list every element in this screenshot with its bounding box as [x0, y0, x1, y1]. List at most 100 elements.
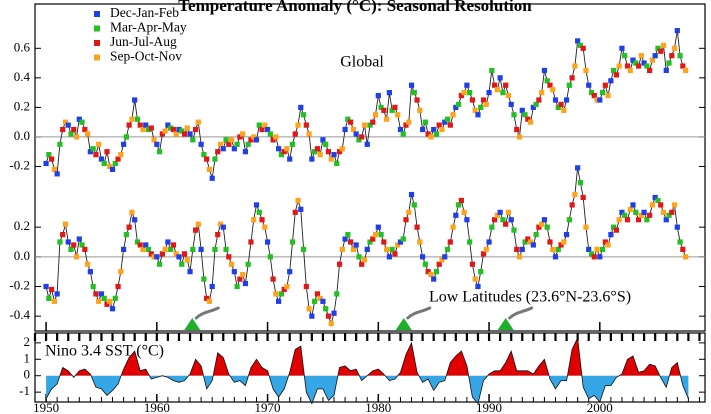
data-point [176, 254, 182, 260]
data-point [270, 137, 276, 143]
data-point [364, 246, 370, 253]
data-point [71, 242, 77, 248]
data-point [486, 239, 492, 245]
data-point [533, 231, 539, 238]
legend-swatch [94, 40, 100, 46]
data-point [431, 276, 437, 282]
data-point [397, 126, 404, 133]
data-point [608, 231, 614, 238]
data-point [325, 313, 332, 319]
data-point [514, 126, 520, 133]
data-point [109, 166, 116, 173]
data-point [671, 45, 678, 51]
data-point [264, 239, 271, 245]
data-point [79, 242, 85, 248]
data-point [278, 152, 285, 158]
data-point [129, 209, 135, 215]
data-point [234, 283, 240, 290]
data-point [49, 156, 55, 162]
data-point [597, 254, 603, 260]
data-point [431, 126, 437, 133]
data-point [126, 224, 132, 230]
data-point [90, 146, 96, 152]
data-point [494, 212, 500, 218]
data-point [547, 82, 553, 88]
data-point [62, 221, 69, 227]
data-point [500, 90, 506, 96]
data-point [60, 126, 66, 133]
data-point [287, 269, 293, 275]
data-point [616, 217, 622, 223]
data-point [555, 246, 561, 253]
data-point [658, 48, 664, 54]
data-point [638, 212, 644, 218]
event-marker [497, 318, 514, 330]
data-point [395, 112, 401, 118]
data-point [552, 97, 559, 103]
data-point [314, 146, 320, 152]
data-point [159, 131, 165, 137]
data-point [577, 42, 584, 48]
data-point [253, 137, 260, 143]
data-point [120, 141, 127, 147]
data-point [198, 246, 204, 253]
data-point [54, 291, 60, 297]
data-point [478, 104, 484, 110]
data-point [204, 295, 210, 301]
plume [406, 306, 432, 320]
data-point [613, 72, 620, 78]
data-point [215, 231, 221, 238]
data-point [619, 209, 625, 215]
data-point [514, 246, 520, 253]
data-point [677, 53, 683, 59]
data-point [256, 209, 262, 215]
data-point [480, 97, 487, 103]
data-point [408, 82, 415, 88]
data-point [112, 295, 118, 301]
data-point [558, 242, 564, 248]
data-point [655, 45, 661, 51]
data-point [184, 125, 190, 131]
data-point [561, 239, 567, 245]
data-point [334, 160, 340, 167]
legend-swatch [94, 25, 100, 32]
data-point [262, 224, 268, 230]
x-tick-label: 1980 [365, 400, 391, 414]
data-point [251, 134, 257, 140]
data-point [558, 101, 564, 108]
data-point [602, 239, 608, 245]
data-point [356, 137, 362, 143]
data-point [550, 87, 556, 93]
data-point [314, 291, 320, 297]
data-point [372, 112, 379, 118]
data-point [647, 212, 653, 218]
data-point [162, 246, 168, 253]
data-point [436, 122, 442, 128]
data-point [312, 298, 318, 304]
data-point [444, 116, 451, 122]
data-point [240, 272, 246, 278]
y-tick-label: 0.0 [14, 248, 30, 263]
data-point [49, 286, 55, 293]
data-point [652, 53, 658, 59]
data-point [331, 310, 337, 316]
data-point [287, 156, 293, 162]
data-point [375, 224, 381, 230]
data-point [575, 165, 581, 171]
data-point [414, 97, 420, 103]
data-point [420, 254, 426, 260]
data-point [118, 269, 124, 275]
data-point [536, 224, 542, 230]
data-point [156, 261, 163, 267]
data-point [228, 137, 235, 143]
data-point [472, 276, 478, 282]
data-point [284, 146, 290, 152]
data-point [248, 239, 254, 245]
data-point [580, 194, 586, 201]
data-point [51, 166, 57, 173]
data-point [530, 242, 536, 248]
data-point [417, 107, 423, 113]
data-point [522, 239, 528, 245]
data-point [57, 239, 63, 245]
data-point [270, 276, 276, 282]
